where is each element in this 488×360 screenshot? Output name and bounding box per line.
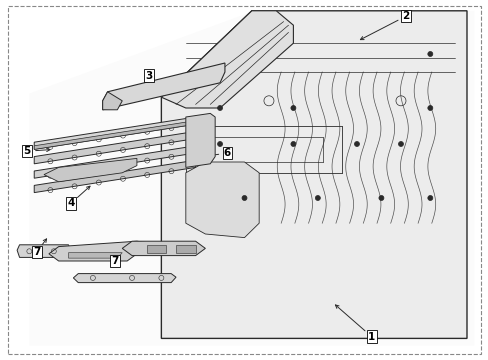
Circle shape: [290, 141, 295, 147]
Polygon shape: [34, 146, 195, 178]
Bar: [146, 245, 166, 253]
Circle shape: [378, 195, 383, 201]
Polygon shape: [49, 241, 161, 261]
Text: 5: 5: [23, 146, 30, 156]
Text: 6: 6: [224, 148, 230, 158]
Polygon shape: [161, 11, 293, 108]
Circle shape: [427, 51, 432, 57]
Polygon shape: [122, 241, 205, 256]
Circle shape: [290, 105, 295, 111]
Polygon shape: [161, 11, 466, 338]
Polygon shape: [17, 245, 71, 257]
Text: 2: 2: [402, 11, 408, 21]
Polygon shape: [68, 253, 122, 258]
Circle shape: [217, 141, 222, 147]
Polygon shape: [102, 63, 224, 110]
Polygon shape: [185, 113, 215, 167]
Bar: [176, 245, 195, 253]
Text: 3: 3: [145, 71, 152, 81]
Polygon shape: [44, 158, 137, 182]
Circle shape: [315, 195, 320, 201]
Text: 7: 7: [33, 247, 41, 257]
Circle shape: [398, 141, 403, 147]
Circle shape: [427, 105, 432, 111]
Polygon shape: [29, 11, 473, 346]
Circle shape: [354, 141, 359, 147]
Circle shape: [242, 195, 246, 201]
Polygon shape: [73, 274, 176, 283]
Polygon shape: [34, 121, 195, 149]
Circle shape: [427, 195, 432, 201]
Circle shape: [217, 105, 222, 111]
Polygon shape: [34, 160, 195, 193]
Polygon shape: [34, 131, 195, 164]
Polygon shape: [102, 92, 122, 110]
Text: 7: 7: [111, 256, 119, 266]
Text: 1: 1: [367, 332, 374, 342]
Text: 4: 4: [67, 198, 75, 208]
Polygon shape: [34, 117, 195, 149]
Polygon shape: [185, 162, 259, 238]
